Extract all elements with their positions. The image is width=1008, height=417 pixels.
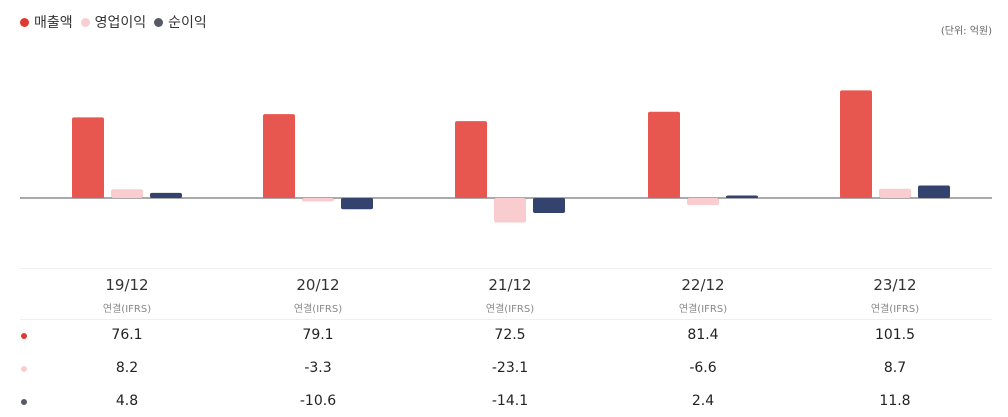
separator-top [20,268,992,269]
bar-sales-1912[interactable] [72,117,104,198]
cell-sales-2212: 81.4 [687,327,719,343]
bar-sales-2012[interactable] [263,114,295,198]
basis-label: 연결(IFRS) [102,304,152,315]
bar-operating-profit-2212[interactable] [687,198,719,205]
basis-label: 연결(IFRS) [485,304,535,315]
legend-label-operating-profit: 영업이익 [94,15,147,31]
bar-net-income-1912[interactable] [150,192,182,198]
basis-label: 연결(IFRS) [293,304,343,315]
bar-operating-profit-2112[interactable] [494,198,526,223]
cell-operating-profit-2112: -23.1 [491,360,529,376]
cell-sales-2012: 79.1 [302,327,334,343]
column-header-2112: 21/12 연결(IFRS) [430,276,590,315]
legend-item-net-income[interactable]: 순이익 [154,12,207,32]
cell-operating-profit-2312: 8.7 [883,360,907,376]
cell-net-income-1912: 4.8 [115,393,139,409]
legend-item-operating-profit[interactable]: 영업이익 [80,12,147,32]
separator-header [20,319,992,320]
cell-net-income-2312: 11.8 [879,393,911,409]
legend-dot-net-income [154,17,164,27]
cell-sales-1912: 76.1 [111,327,143,343]
cell-operating-profit-2212: -6.6 [689,360,717,376]
period-label: 20/12 [296,276,340,294]
unit-label: (단위: 억원) [940,26,992,37]
bar-chart [20,90,992,223]
cell-sales-2112: 72.5 [494,327,526,343]
period-label: 22/12 [681,276,725,294]
period-label: 21/12 [488,276,532,294]
bar-net-income-2312[interactable] [918,185,950,198]
bar-sales-2312[interactable] [840,90,872,198]
cell-operating-profit-2012: -3.3 [304,360,332,376]
cell-net-income-2112: -14.1 [491,393,529,409]
column-header-1912: 19/12 연결(IFRS) [47,276,207,315]
legend-item-sales[interactable]: 매출액 [20,12,73,32]
row-marker-operating-profit [21,366,27,372]
row-marker-sales [21,333,27,339]
legend-dot-sales [20,17,29,27]
bar-sales-2112[interactable] [455,121,487,198]
cell-operating-profit-1912: 8.2 [115,360,139,376]
bar-net-income-2212[interactable] [726,195,758,198]
cell-net-income-2012: -10.6 [299,393,337,409]
bar-operating-profit-2312[interactable] [879,188,911,198]
legend-dot-operating-profit [80,17,90,27]
period-label: 19/12 [105,276,149,294]
basis-label: 연결(IFRS) [678,304,728,315]
legend-label-net-income: 순이익 [168,15,207,31]
bar-net-income-2012[interactable] [341,198,373,210]
column-header-2012: 20/12 연결(IFRS) [238,276,398,315]
period-label: 23/12 [873,276,917,294]
column-header-2312: 23/12 연결(IFRS) [815,276,975,315]
bar-sales-2212[interactable] [648,111,680,198]
bar-operating-profit-2012[interactable] [302,198,334,202]
bar-operating-profit-1912[interactable] [111,189,143,198]
basis-label: 연결(IFRS) [870,304,920,315]
legend-label-sales: 매출액 [34,15,73,31]
chart-legend: 매출액 영업이익 순이익 [20,12,215,32]
bar-net-income-2112[interactable] [533,198,565,213]
cell-sales-2312: 101.5 [874,327,916,343]
row-marker-net-income [21,399,27,405]
cell-net-income-2212: 2.4 [691,393,715,409]
column-header-2212: 22/12 연결(IFRS) [623,276,783,315]
